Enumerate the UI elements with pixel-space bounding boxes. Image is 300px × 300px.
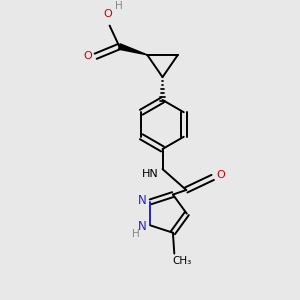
Text: H: H: [116, 1, 123, 10]
Text: O: O: [104, 9, 112, 19]
Polygon shape: [118, 44, 147, 55]
Text: HN: HN: [142, 169, 158, 179]
Text: O: O: [83, 51, 92, 61]
Text: N: N: [138, 194, 147, 207]
Text: O: O: [216, 169, 225, 180]
Text: N: N: [138, 220, 147, 233]
Text: CH₃: CH₃: [172, 256, 192, 266]
Text: H: H: [132, 230, 140, 239]
